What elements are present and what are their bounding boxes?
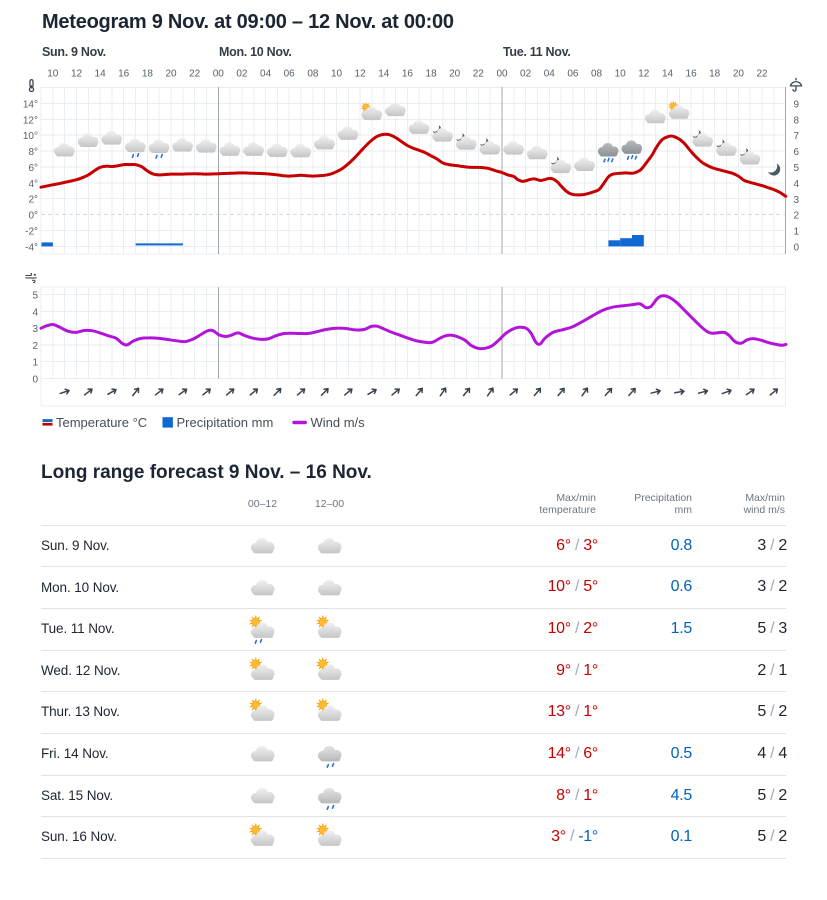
svg-text:2: 2 [32, 341, 38, 352]
svg-text:Precipitation mm: Precipitation mm [177, 415, 274, 430]
svg-text:5: 5 [794, 163, 800, 174]
svg-text:16: 16 [402, 69, 414, 80]
svg-text:-4°: -4° [25, 242, 38, 253]
svg-text:22: 22 [473, 69, 485, 80]
svg-text:6°: 6° [28, 163, 38, 174]
svg-text:00: 00 [496, 69, 508, 80]
svg-text:08: 08 [307, 69, 319, 80]
svg-text:4: 4 [32, 307, 38, 318]
svg-text:00: 00 [213, 69, 225, 80]
svg-text:18: 18 [709, 69, 721, 80]
svg-text:04: 04 [544, 69, 556, 80]
svg-text:12: 12 [355, 69, 367, 80]
svg-text:20: 20 [449, 69, 461, 80]
svg-text:0°: 0° [28, 211, 38, 222]
svg-text:Temperature °C: Temperature °C [56, 415, 147, 430]
svg-text:10°: 10° [23, 131, 38, 142]
svg-text:Mon. 10 Nov.: Mon. 10 Nov. [219, 45, 292, 59]
svg-text:02: 02 [236, 69, 248, 80]
svg-text:18: 18 [426, 69, 438, 80]
svg-text:12°: 12° [23, 115, 38, 126]
svg-text:08: 08 [591, 69, 603, 80]
svg-text:1: 1 [794, 227, 800, 238]
svg-text:7: 7 [794, 131, 800, 142]
svg-text:14: 14 [662, 69, 674, 80]
svg-text:10: 10 [47, 69, 59, 80]
svg-text:Wind m/s: Wind m/s [311, 415, 366, 430]
svg-text:8°: 8° [28, 147, 38, 158]
svg-text:10: 10 [615, 69, 627, 80]
svg-text:14: 14 [95, 69, 107, 80]
svg-text:5: 5 [32, 291, 38, 302]
svg-text:9: 9 [794, 100, 800, 111]
svg-text:2°: 2° [28, 195, 38, 206]
svg-text:14: 14 [378, 69, 390, 80]
svg-text:3: 3 [32, 324, 38, 335]
svg-text:20: 20 [733, 69, 745, 80]
svg-text:04: 04 [260, 69, 272, 80]
svg-text:Tue. 11 Nov.: Tue. 11 Nov. [503, 45, 571, 59]
svg-text:1: 1 [32, 358, 38, 369]
svg-text:8: 8 [794, 115, 800, 126]
svg-text:10: 10 [331, 69, 343, 80]
svg-text:12: 12 [71, 69, 83, 80]
svg-text:22: 22 [189, 69, 201, 80]
svg-text:14°: 14° [23, 99, 38, 110]
svg-text:2: 2 [794, 211, 800, 222]
svg-text:Sun. 9 Nov.: Sun. 9 Nov. [42, 45, 106, 59]
svg-text:06: 06 [567, 69, 579, 80]
svg-text:-2°: -2° [25, 227, 38, 238]
svg-text:4°: 4° [28, 179, 38, 190]
svg-text:12: 12 [638, 69, 650, 80]
svg-text:16: 16 [686, 69, 698, 80]
svg-text:0: 0 [794, 242, 800, 253]
svg-text:02: 02 [520, 69, 532, 80]
svg-text:6: 6 [794, 147, 800, 158]
svg-text:20: 20 [165, 69, 177, 80]
svg-text:16: 16 [118, 69, 130, 80]
svg-text:22: 22 [756, 69, 768, 80]
svg-text:06: 06 [284, 69, 296, 80]
svg-text:18: 18 [142, 69, 154, 80]
svg-text:0: 0 [32, 374, 38, 385]
svg-text:4: 4 [794, 179, 800, 190]
svg-text:3: 3 [794, 195, 800, 206]
